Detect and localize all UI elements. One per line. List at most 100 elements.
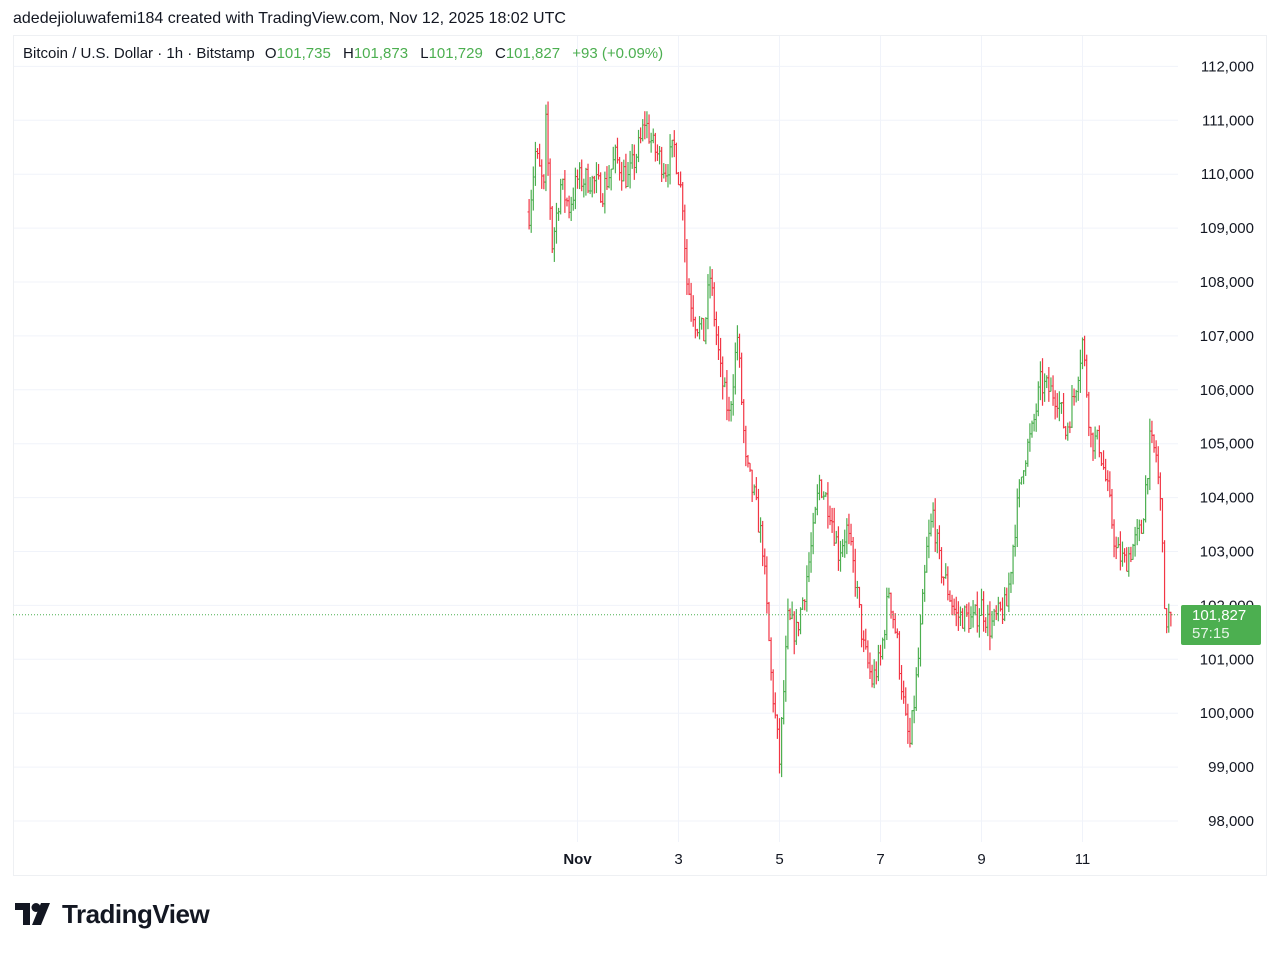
ohlc-bar	[527, 199, 531, 230]
ohlc-bar	[1120, 541, 1125, 567]
ohlc-bar	[672, 130, 676, 158]
ohlc-bar	[805, 565, 809, 612]
ohlc-bar	[1085, 354, 1089, 398]
ohlc-bar	[1148, 418, 1152, 491]
ohlc-bar	[1078, 349, 1082, 393]
ohlc-bar	[674, 142, 678, 175]
ohlc-bar	[893, 613, 897, 634]
ohlc-bar	[601, 193, 605, 208]
tradingview-logo-icon	[15, 903, 50, 925]
ohlc-bar	[565, 197, 569, 207]
ohlc-bar	[578, 162, 582, 190]
ohlc-bar	[685, 239, 689, 295]
ohlc-bar	[548, 158, 552, 220]
price-tick-label: 101,000	[1200, 651, 1254, 668]
ohlc-bar	[603, 171, 607, 214]
ohlc-bar	[1167, 603, 1171, 633]
ohlc-bar	[569, 196, 573, 221]
ohlc-bar	[782, 680, 786, 725]
ohlc-bar	[977, 608, 981, 638]
ohlc-bar	[651, 128, 655, 144]
ohlc-bar	[533, 141, 538, 186]
ohlc-bar	[843, 529, 847, 558]
ohlc-bar	[1055, 393, 1059, 418]
ohlc-bar	[731, 374, 735, 416]
ohlc-bar	[744, 425, 748, 467]
ohlc-bar	[952, 598, 956, 616]
ohlc-bar	[958, 606, 963, 626]
ohlc-bar	[916, 647, 920, 678]
ohlc-bar	[1070, 385, 1074, 428]
ohlc-bar	[737, 333, 742, 368]
ohlc-bar	[617, 156, 622, 181]
ohlc-bar	[971, 600, 975, 628]
ohlc-bar	[906, 703, 910, 744]
ohlc-bar	[1083, 335, 1087, 367]
ohlc-bar	[920, 588, 925, 625]
ohlc-bar	[662, 163, 666, 179]
symbol-title[interactable]: Bitcoin / U.S. Dollar · 1h · Bitstamp	[23, 45, 255, 62]
ohlc-bar	[822, 491, 826, 500]
ohlc-bar	[1007, 572, 1011, 613]
ohlc-bar	[725, 370, 729, 421]
time-tick-label: 3	[674, 851, 682, 868]
ohlc-bar	[944, 563, 948, 579]
price-tick-label: 98,000	[1208, 813, 1254, 830]
ohlc-bar	[716, 326, 721, 360]
ohlc-bar	[811, 512, 815, 555]
ohlc-bar	[973, 604, 977, 616]
time-axis: Nov 3 5 7 9 11	[563, 851, 1090, 868]
ohlc-bar	[1026, 438, 1030, 467]
ohlc-bar	[910, 710, 914, 745]
price-tick-label: 105,000	[1200, 436, 1254, 453]
ohlc-bar	[554, 202, 559, 244]
bar-countdown: 57:15	[1192, 625, 1230, 642]
attribution-text: adedejioluwafemi184 created with Trading…	[13, 10, 566, 27]
ohlc-bar	[904, 687, 908, 716]
ohlc-bar	[1053, 390, 1057, 420]
ohlc-bar	[868, 652, 872, 679]
change-value: +93 (+0.09%)	[572, 45, 664, 62]
ohlc-bar	[1059, 402, 1064, 414]
ohlc-bar	[1156, 446, 1160, 485]
ohlc-bar	[1125, 547, 1129, 572]
ohlc-bar	[1093, 426, 1097, 459]
ohlc-bar	[923, 564, 927, 602]
tradingview-logo[interactable]: TradingView	[15, 898, 210, 930]
chart-frame[interactable]	[13, 35, 1267, 876]
ohlc-bar	[639, 127, 643, 144]
ohlc-bar	[984, 617, 988, 633]
ohlc-bar	[556, 207, 561, 221]
ohlc-bar	[740, 352, 744, 405]
price-tick-label: 100,000	[1200, 705, 1254, 722]
ohlc-bar	[988, 601, 992, 651]
ohlc-bar	[721, 356, 725, 400]
price-tick-label: 106,000	[1200, 382, 1254, 399]
ohlc-bar	[1028, 423, 1032, 452]
symbol-legend[interactable]: Bitcoin / U.S. Dollar · 1h · Bitstamp O1…	[23, 45, 663, 62]
ohlc-bar	[849, 523, 853, 546]
time-tick-label: 11	[1075, 851, 1091, 868]
ohlc-bar	[1009, 571, 1013, 593]
price-tick-label: 112,000	[1201, 58, 1254, 75]
ohlc-bar	[946, 566, 950, 601]
ohlc-bar	[1116, 537, 1120, 549]
ohlc-bar	[1019, 476, 1024, 485]
ohlc-bar	[1034, 403, 1038, 432]
ohlc-bar	[1038, 361, 1043, 401]
price-tick-label: 107,000	[1200, 328, 1254, 345]
ohlc-bar	[590, 175, 594, 198]
ohlc-bar	[681, 182, 685, 221]
ohlc-bar	[1104, 458, 1108, 482]
ohlc-bar	[1101, 450, 1106, 470]
ohlc-bar	[832, 507, 836, 546]
ohlc-bar	[954, 596, 958, 627]
time-tick-label: 9	[977, 851, 985, 868]
ohlc-bar	[544, 104, 548, 192]
ohlc-bar	[853, 548, 857, 597]
ohlc-bar	[748, 462, 752, 472]
ohlc-bar	[948, 590, 952, 602]
ohlc-bar	[912, 695, 916, 724]
ohlc-bar	[1108, 471, 1112, 498]
